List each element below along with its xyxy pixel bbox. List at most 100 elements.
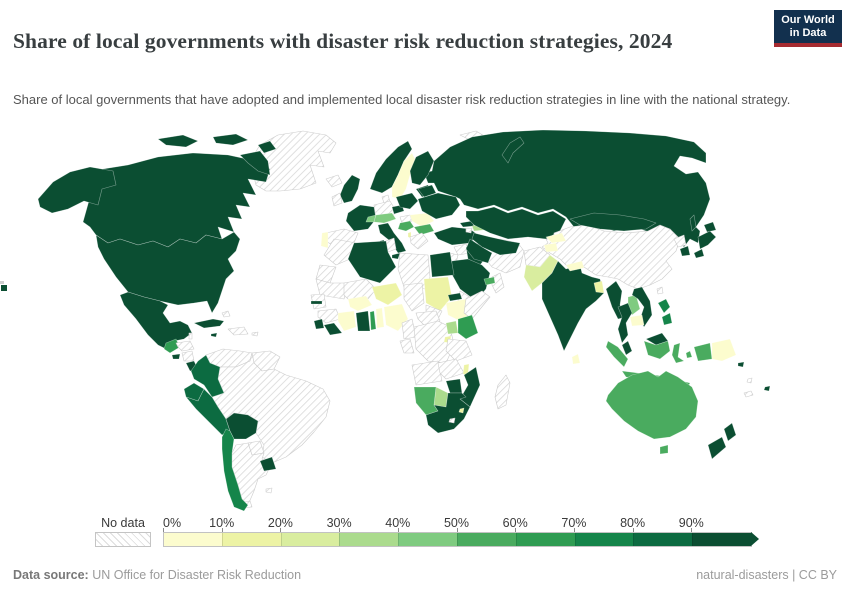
country-canada-island[interactable] [239,150,271,176]
legend-segment-80-90%[interactable] [633,533,693,546]
country-chile[interactable] [221,428,249,512]
country-philippines-south[interactable] [661,312,673,326]
country-chad[interactable] [403,282,425,312]
legend-segment-50-60%[interactable] [456,533,516,546]
country-uzbekistan[interactable] [471,232,521,256]
country-indonesia-sulawesi[interactable] [671,342,685,364]
country-zimbabwe[interactable] [445,378,463,394]
country-tanzania[interactable] [445,338,473,362]
country-tajikistan[interactable] [543,242,559,253]
owid-logo[interactable]: Our World in Data [774,10,842,47]
country-sudan[interactable] [423,276,453,312]
country-austria[interactable] [373,212,397,224]
country-united-kingdom[interactable] [339,174,361,204]
country-zambia[interactable] [437,358,465,380]
country-lesotho[interactable] [448,417,456,424]
country-tasmania[interactable] [659,444,669,455]
country-niger[interactable] [371,282,403,306]
country-kyrgyzstan[interactable] [545,232,567,244]
country-canada-island[interactable] [157,134,199,148]
license-text[interactable]: natural-disasters | CC BY [696,568,837,582]
country-cote-divoire[interactable] [337,310,357,332]
country-portugal[interactable] [320,231,329,249]
country-japan-kyushu[interactable] [693,248,705,259]
country-finland[interactable] [409,150,435,186]
country-norway[interactable] [369,140,413,194]
country-greece[interactable] [409,232,429,250]
country-jamaica[interactable] [210,332,218,338]
country-nicaragua[interactable] [181,350,195,362]
country-malaysia[interactable] [621,340,633,356]
country-japan-hokkaido[interactable] [703,221,717,233]
country-solomon-islands[interactable] [737,361,745,368]
country-ukraine[interactable] [417,192,461,220]
country-gambia[interactable] [310,300,323,305]
legend-segment-70-80%[interactable] [574,533,634,546]
country-angola[interactable] [411,360,443,386]
country-sakhalin[interactable] [689,214,697,232]
country-canada-island[interactable] [212,133,249,146]
country-namibia[interactable] [413,386,439,416]
country-turkmenistan[interactable] [465,238,493,264]
country-guinea[interactable] [317,308,341,324]
country-papua-new-guinea[interactable] [711,338,737,362]
country-mongolia[interactable] [569,212,657,232]
country-uganda[interactable] [445,320,459,335]
country-morocco[interactable] [323,238,357,266]
country-saudi-arabia[interactable] [449,258,491,302]
country-ghana[interactable] [355,310,371,332]
country-oman[interactable] [491,272,505,294]
country-iceland[interactable] [325,174,343,188]
country-australia[interactable] [605,370,699,440]
country-sicily[interactable] [391,252,401,260]
legend-segment-10-20%[interactable] [221,533,281,546]
country-new-caledonia[interactable] [743,390,754,398]
country-russia[interactable] [423,129,711,248]
country-tunisia[interactable] [385,237,397,253]
country-honduras[interactable] [175,340,195,352]
country-indonesia-maluku[interactable] [685,350,693,359]
country-cambodia[interactable] [629,314,645,327]
country-kazakhstan[interactable] [465,206,567,240]
country-italy[interactable] [377,222,407,254]
country-bahamas[interactable] [221,310,231,318]
country-vanuatu[interactable] [746,377,753,384]
country-benin[interactable] [375,307,385,329]
country-philippines[interactable] [657,298,671,314]
country-japan-honshu[interactable] [697,230,717,250]
legend-segment-60-70%[interactable] [515,533,575,546]
legend-segment-20-30%[interactable] [280,533,340,546]
country-bolivia[interactable] [225,412,259,440]
country-new-zealand-north[interactable] [723,422,737,442]
country-uae[interactable] [483,276,496,286]
country-serbia[interactable] [397,220,415,232]
legend-segment-40-50%[interactable] [398,533,457,546]
country-belarus[interactable] [417,184,437,198]
country-algeria[interactable] [347,240,397,284]
country-taiwan[interactable] [656,286,664,295]
country-poland[interactable] [395,192,419,210]
country-india[interactable] [541,260,605,352]
country-eswatini[interactable] [458,407,465,414]
country-togo[interactable] [369,310,377,331]
country-new-zealand-south[interactable] [707,436,727,460]
legend-segment-90-100%[interactable] [692,533,751,546]
country-burkina-faso[interactable] [347,295,373,312]
country-armenia[interactable] [465,227,473,234]
country-fiji[interactable] [763,385,771,392]
country-guatemala[interactable] [163,338,181,354]
country-north-korea[interactable] [673,234,687,248]
country-novaya-zemlya[interactable] [501,136,525,164]
country-south-africa[interactable] [425,392,471,434]
country-el-salvador[interactable] [171,353,181,360]
country-sri-lanka[interactable] [571,353,581,365]
country-hispaniola[interactable] [227,326,249,336]
country-liberia[interactable] [323,322,343,336]
country-bulgaria[interactable] [413,223,435,236]
country-romania[interactable] [409,212,435,228]
country-canada-island[interactable] [257,140,277,154]
country-south-korea[interactable] [679,245,691,257]
country-somalia[interactable] [463,290,491,320]
country-eritrea[interactable] [447,292,463,302]
country-bangladesh[interactable] [593,280,605,294]
